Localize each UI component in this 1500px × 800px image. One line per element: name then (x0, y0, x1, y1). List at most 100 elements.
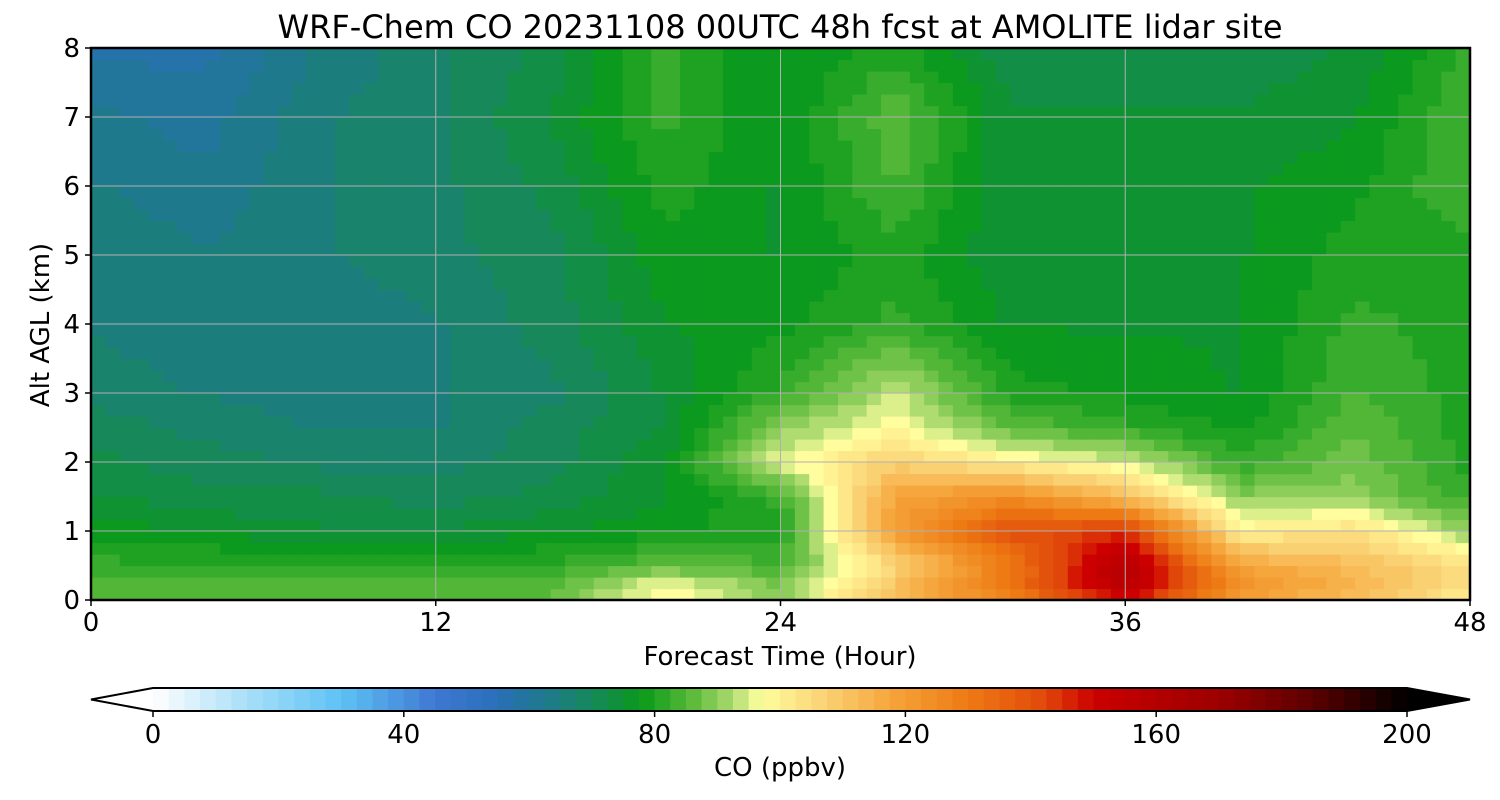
heatmap-cell (1283, 554, 1299, 567)
heatmap-cell (1211, 427, 1227, 440)
heatmap-cell (119, 232, 135, 245)
heatmap-cell (320, 186, 336, 199)
heatmap-cell (1182, 151, 1198, 164)
heatmap-cell (1398, 232, 1414, 245)
heatmap-cell (1197, 82, 1213, 95)
heatmap-cell (837, 209, 853, 222)
heatmap-cell (464, 243, 480, 256)
heatmap-cell (995, 416, 1011, 429)
heatmap-cell (995, 220, 1011, 233)
heatmap-cell (320, 48, 336, 61)
heatmap-cell (363, 370, 379, 383)
heatmap-cell (723, 105, 738, 118)
heatmap-cell (852, 473, 868, 486)
heatmap-cell (536, 71, 552, 84)
heatmap-cell (234, 542, 250, 555)
heatmap-cell (292, 163, 308, 176)
heatmap-cell (507, 59, 523, 72)
heatmap-cell (967, 462, 983, 475)
colorbar-segment (497, 688, 515, 711)
heatmap-cell (694, 496, 710, 509)
heatmap-cell (1082, 312, 1098, 325)
heatmap-cell (277, 163, 293, 176)
heatmap-cell (191, 393, 207, 406)
heatmap-cell (1426, 186, 1442, 199)
heatmap-cell (837, 48, 853, 61)
heatmap-cell (751, 462, 767, 475)
colorbar-segment (262, 688, 279, 711)
heatmap-cell (292, 301, 308, 314)
heatmap-cell (1139, 335, 1155, 348)
heatmap-cell (1297, 82, 1313, 95)
heatmap-cell (1383, 128, 1399, 141)
colorbar-segment (419, 688, 436, 711)
heatmap-cell (507, 393, 523, 406)
heatmap-cell (521, 347, 537, 360)
colorbar-segment (858, 688, 875, 711)
heatmap-cell (909, 312, 925, 325)
heatmap-cell (536, 220, 552, 233)
heatmap-cell (349, 94, 365, 107)
heatmap-cell (1010, 163, 1026, 176)
heatmap-cell (493, 94, 509, 107)
heatmap-cell (421, 335, 437, 348)
heatmap-cell (651, 508, 667, 521)
colorbar-segment (921, 688, 938, 711)
heatmap-cell (1326, 439, 1342, 452)
heatmap-cell (651, 404, 667, 417)
heatmap-cell (1326, 542, 1342, 555)
heatmap-cell (579, 82, 595, 95)
heatmap-cell (1153, 416, 1169, 429)
heatmap-cell (881, 128, 897, 141)
heatmap-cell (823, 186, 839, 199)
heatmap-cell (723, 82, 738, 95)
heatmap-cell (1225, 519, 1241, 532)
heatmap-cell (1168, 289, 1184, 302)
heatmap-cell (320, 462, 336, 475)
heatmap-cell (1096, 105, 1112, 118)
heatmap-cell (938, 289, 954, 302)
heatmap-cell (823, 531, 839, 544)
colorbar-segment (591, 688, 609, 711)
heatmap-cell (967, 496, 983, 509)
heatmap-cell (1039, 197, 1055, 210)
heatmap-cell (1110, 209, 1126, 222)
heatmap-cell (1326, 565, 1342, 578)
heatmap-cell (1053, 128, 1069, 141)
heatmap-cell (895, 209, 911, 222)
heatmap-cell (249, 197, 264, 210)
heatmap-cell (1254, 243, 1270, 256)
heatmap-cell (277, 266, 293, 279)
heatmap-cell (866, 335, 882, 348)
heatmap-cell (1383, 232, 1399, 245)
heatmap-cell (205, 59, 221, 72)
heatmap-cell (651, 416, 667, 429)
heatmap-cell (119, 358, 135, 371)
heatmap-cell (119, 197, 135, 210)
heatmap-cell (435, 554, 451, 567)
heatmap-cell (694, 220, 710, 233)
heatmap-cell (938, 71, 954, 84)
heatmap-cell (579, 197, 595, 210)
heatmap-cell (1383, 565, 1399, 578)
heatmap-cell (292, 439, 308, 452)
heatmap-cell (995, 554, 1011, 567)
heatmap-cell (1024, 473, 1040, 486)
heatmap-cell (622, 128, 638, 141)
heatmap-cell (1283, 186, 1299, 199)
heatmap-cell (909, 577, 925, 590)
heatmap-cell (924, 243, 940, 256)
heatmap-cell (924, 266, 940, 279)
heatmap-cell (292, 565, 308, 578)
heatmap-cell (708, 301, 724, 314)
heatmap-cell (967, 140, 983, 153)
heatmap-cell (550, 577, 566, 590)
heatmap-cell (1211, 335, 1227, 348)
heatmap-cell (622, 554, 638, 567)
heatmap-cell (608, 416, 624, 429)
heatmap-cell (608, 347, 624, 360)
heatmap-cell (1441, 151, 1457, 164)
heatmap-cell (794, 381, 810, 394)
heatmap-cell (1067, 243, 1083, 256)
heatmap-cell (1182, 577, 1198, 590)
